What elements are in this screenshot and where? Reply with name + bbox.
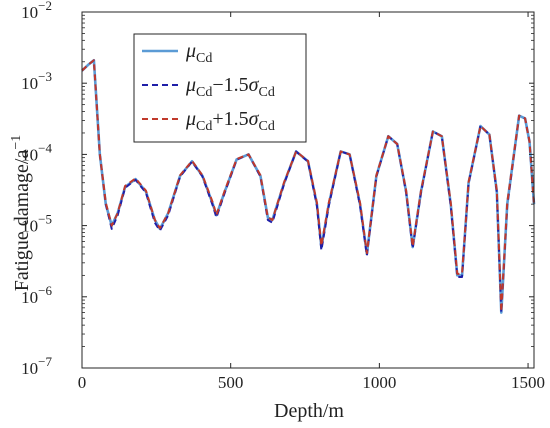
x-tick-label: 0 — [78, 373, 87, 392]
y-tick-label: 10−4 — [21, 140, 52, 164]
legend-entry-2: μCd−1.5σCd — [185, 74, 275, 100]
x-tick-label: 500 — [218, 373, 244, 392]
y-tick-label: 10−5 — [21, 212, 52, 236]
x-tick-label: 1500 — [511, 373, 545, 392]
axes-box — [81, 11, 535, 369]
x-axis-label: Depth/m — [274, 400, 344, 422]
y-axis-label: Fatigue damage/a−1 — [9, 135, 33, 292]
y-axis-label-sup: −1 — [9, 135, 24, 150]
axes-layer — [81, 11, 535, 369]
y-tick-label: 10−2 — [21, 0, 52, 22]
series-layer — [81, 58, 536, 314]
series-line-3 — [81, 59, 535, 313]
y-tick-label: 10−3 — [21, 69, 52, 93]
series-line-2 — [81, 59, 535, 314]
x-tick-label: 1000 — [362, 373, 396, 392]
y-tick-label: 10−6 — [21, 283, 52, 307]
legend-entry-1: μCd — [185, 40, 212, 66]
y-axis-label-main: Fatigue damage/a — [11, 150, 33, 292]
ticks-layer: 0 500 1000 1500 10−7 10−6 10−5 10−4 10−3 10−2 — [21, 0, 545, 392]
y-tick-label: 10−7 — [21, 354, 52, 378]
legend-entry-3: μCd+1.5σCd — [185, 108, 275, 134]
legend: μCd μCd−1.5σCd μCd+1.5σCd — [133, 33, 307, 143]
